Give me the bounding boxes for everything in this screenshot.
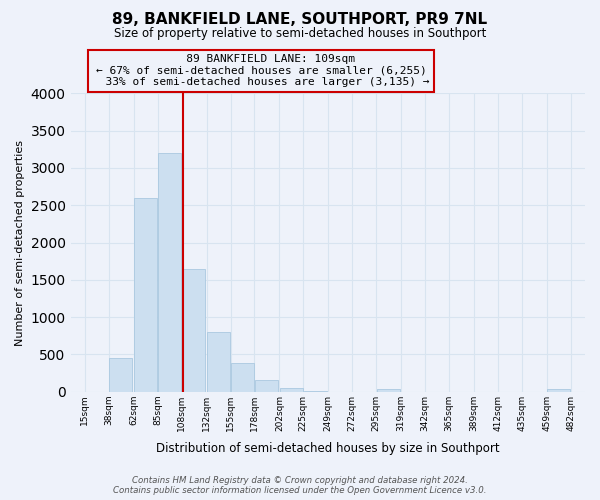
Bar bbox=[304, 391, 327, 392]
Text: 89 BANKFIELD LANE: 109sqm
← 67% of semi-detached houses are smaller (6,255)
  33: 89 BANKFIELD LANE: 109sqm ← 67% of semi-… bbox=[92, 54, 430, 88]
Bar bbox=[255, 380, 278, 392]
Bar bbox=[377, 390, 400, 392]
Bar bbox=[547, 390, 570, 392]
Text: 89, BANKFIELD LANE, SOUTHPORT, PR9 7NL: 89, BANKFIELD LANE, SOUTHPORT, PR9 7NL bbox=[112, 12, 488, 28]
Text: Size of property relative to semi-detached houses in Southport: Size of property relative to semi-detach… bbox=[114, 28, 486, 40]
Bar bbox=[182, 270, 205, 392]
X-axis label: Distribution of semi-detached houses by size in Southport: Distribution of semi-detached houses by … bbox=[156, 442, 500, 455]
Y-axis label: Number of semi-detached properties: Number of semi-detached properties bbox=[15, 140, 25, 346]
Bar bbox=[207, 332, 230, 392]
Bar bbox=[158, 153, 181, 392]
Text: Contains HM Land Registry data © Crown copyright and database right 2024.
Contai: Contains HM Land Registry data © Crown c… bbox=[113, 476, 487, 495]
Bar bbox=[231, 364, 254, 392]
Bar bbox=[109, 358, 132, 392]
Bar bbox=[134, 198, 157, 392]
Bar bbox=[280, 388, 303, 392]
